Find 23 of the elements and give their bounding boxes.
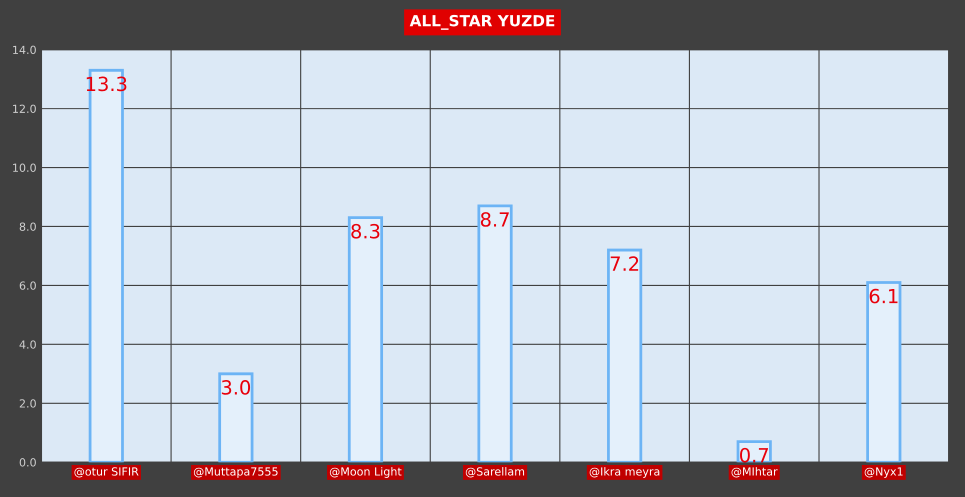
chart-title: ALL_STAR YUZDE (410, 14, 554, 30)
x-tick-label: @Nyx1 (864, 467, 903, 478)
data-label: 0.7 (740, 448, 768, 463)
data-label: 3.0 (222, 380, 250, 395)
data-label: 6.1 (870, 288, 898, 304)
y-tick-label: 6.0 (20, 281, 36, 290)
data-label: 8.3 (351, 224, 380, 239)
y-tick-label: 10.0 (13, 164, 36, 172)
data-label: 8.7 (480, 212, 509, 227)
y-tick-label: 8.0 (20, 222, 36, 231)
x-tick-label: @Sarellam (466, 467, 524, 478)
y-tick-label: 4.0 (20, 340, 36, 349)
x-tick-label: @otur SIFIR (74, 467, 139, 478)
y-tick-label: 12.0 (13, 104, 36, 114)
x-tick-label: @MIhtar (732, 467, 778, 478)
y-tick-label: 14.0 (13, 46, 36, 54)
data-label: 13.3 (86, 76, 126, 92)
y-tick-label: 2.0 (20, 399, 36, 408)
y-tick-label: 0.0 (20, 458, 36, 467)
x-tick-label: @Moon Light (330, 467, 402, 478)
data-label: 7.2 (610, 256, 638, 271)
x-tick-label: @Ikra meyra (590, 467, 660, 478)
x-tick-label: @Muttapa7555 (194, 467, 278, 478)
